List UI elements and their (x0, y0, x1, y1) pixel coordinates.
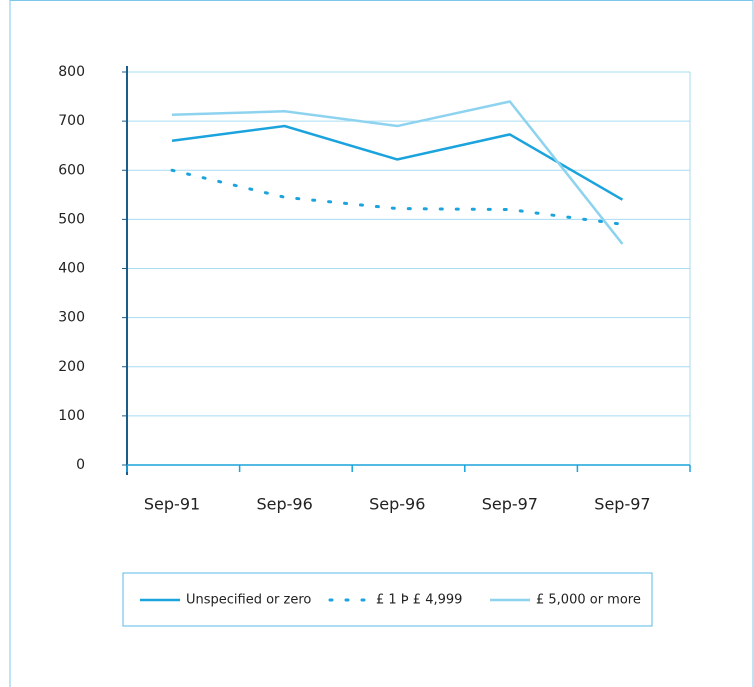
legend-label: Unspecified or zero (186, 593, 311, 608)
y-tick-label: 400 (58, 261, 85, 277)
y-tick-label: 200 (58, 359, 85, 375)
series-line (170, 168, 624, 226)
legend-box (122, 572, 653, 627)
frame (9, 0, 754, 687)
x-tick-label: Sep-96 (369, 495, 425, 514)
x-tick-label: Sep-97 (482, 495, 538, 514)
y-tick-label: 300 (58, 310, 85, 326)
legend-label: £ 1 Þ £ 4,999 (376, 593, 462, 608)
x-tick-label: Sep-91 (144, 495, 200, 514)
x-tick-label: Sep-97 (594, 495, 650, 514)
y-tick-label: 500 (58, 211, 85, 227)
series-line (171, 124, 624, 201)
x-tick-label: Sep-96 (256, 495, 312, 514)
y-tick-label: 100 (58, 408, 85, 424)
y-tick-label: 600 (58, 162, 85, 178)
series-line (172, 100, 624, 245)
legend-label: £ 5,000 or more (536, 593, 641, 608)
y-tick-label: 0 (76, 457, 85, 473)
y-tick-label: 700 (58, 113, 85, 129)
y-tick-label: 800 (58, 64, 85, 80)
